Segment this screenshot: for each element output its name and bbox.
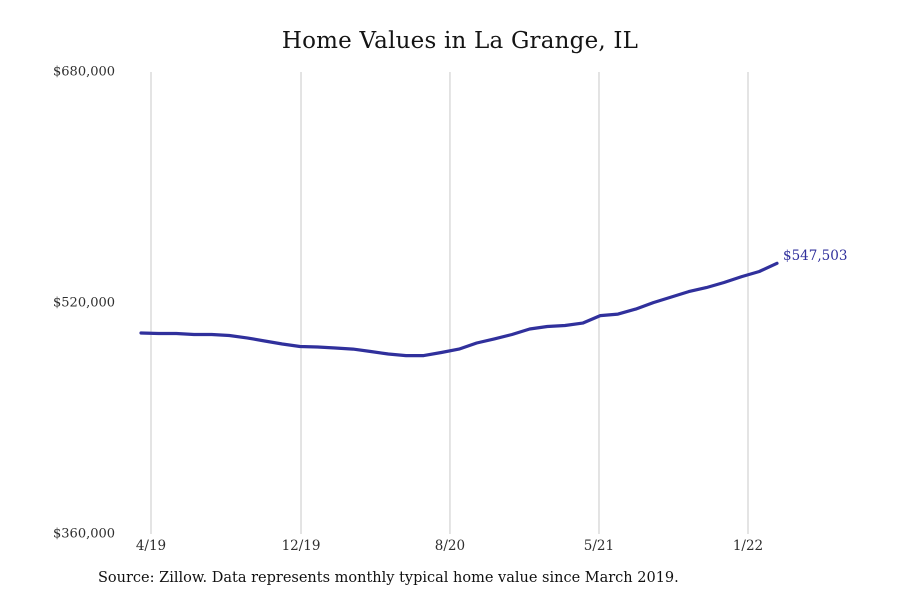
x-tick-label: 1/22 <box>732 538 764 554</box>
source-note: Source: Zillow. Data represents monthly … <box>98 570 679 586</box>
y-tick-label: $360,000 <box>53 526 116 542</box>
home-value-line <box>139 261 779 358</box>
last-value-label: $547,503 <box>783 248 848 265</box>
x-tick-label: 4/19 <box>135 538 167 554</box>
y-tick-label: $520,000 <box>53 295 116 311</box>
x-tick-label: 5/21 <box>583 538 615 554</box>
y-tick-label: $680,000 <box>53 64 116 80</box>
x-tick-label: 8/20 <box>434 538 466 554</box>
x-tick-label: 12/19 <box>281 538 321 554</box>
chart-title: Home Values in La Grange, IL <box>281 28 639 54</box>
